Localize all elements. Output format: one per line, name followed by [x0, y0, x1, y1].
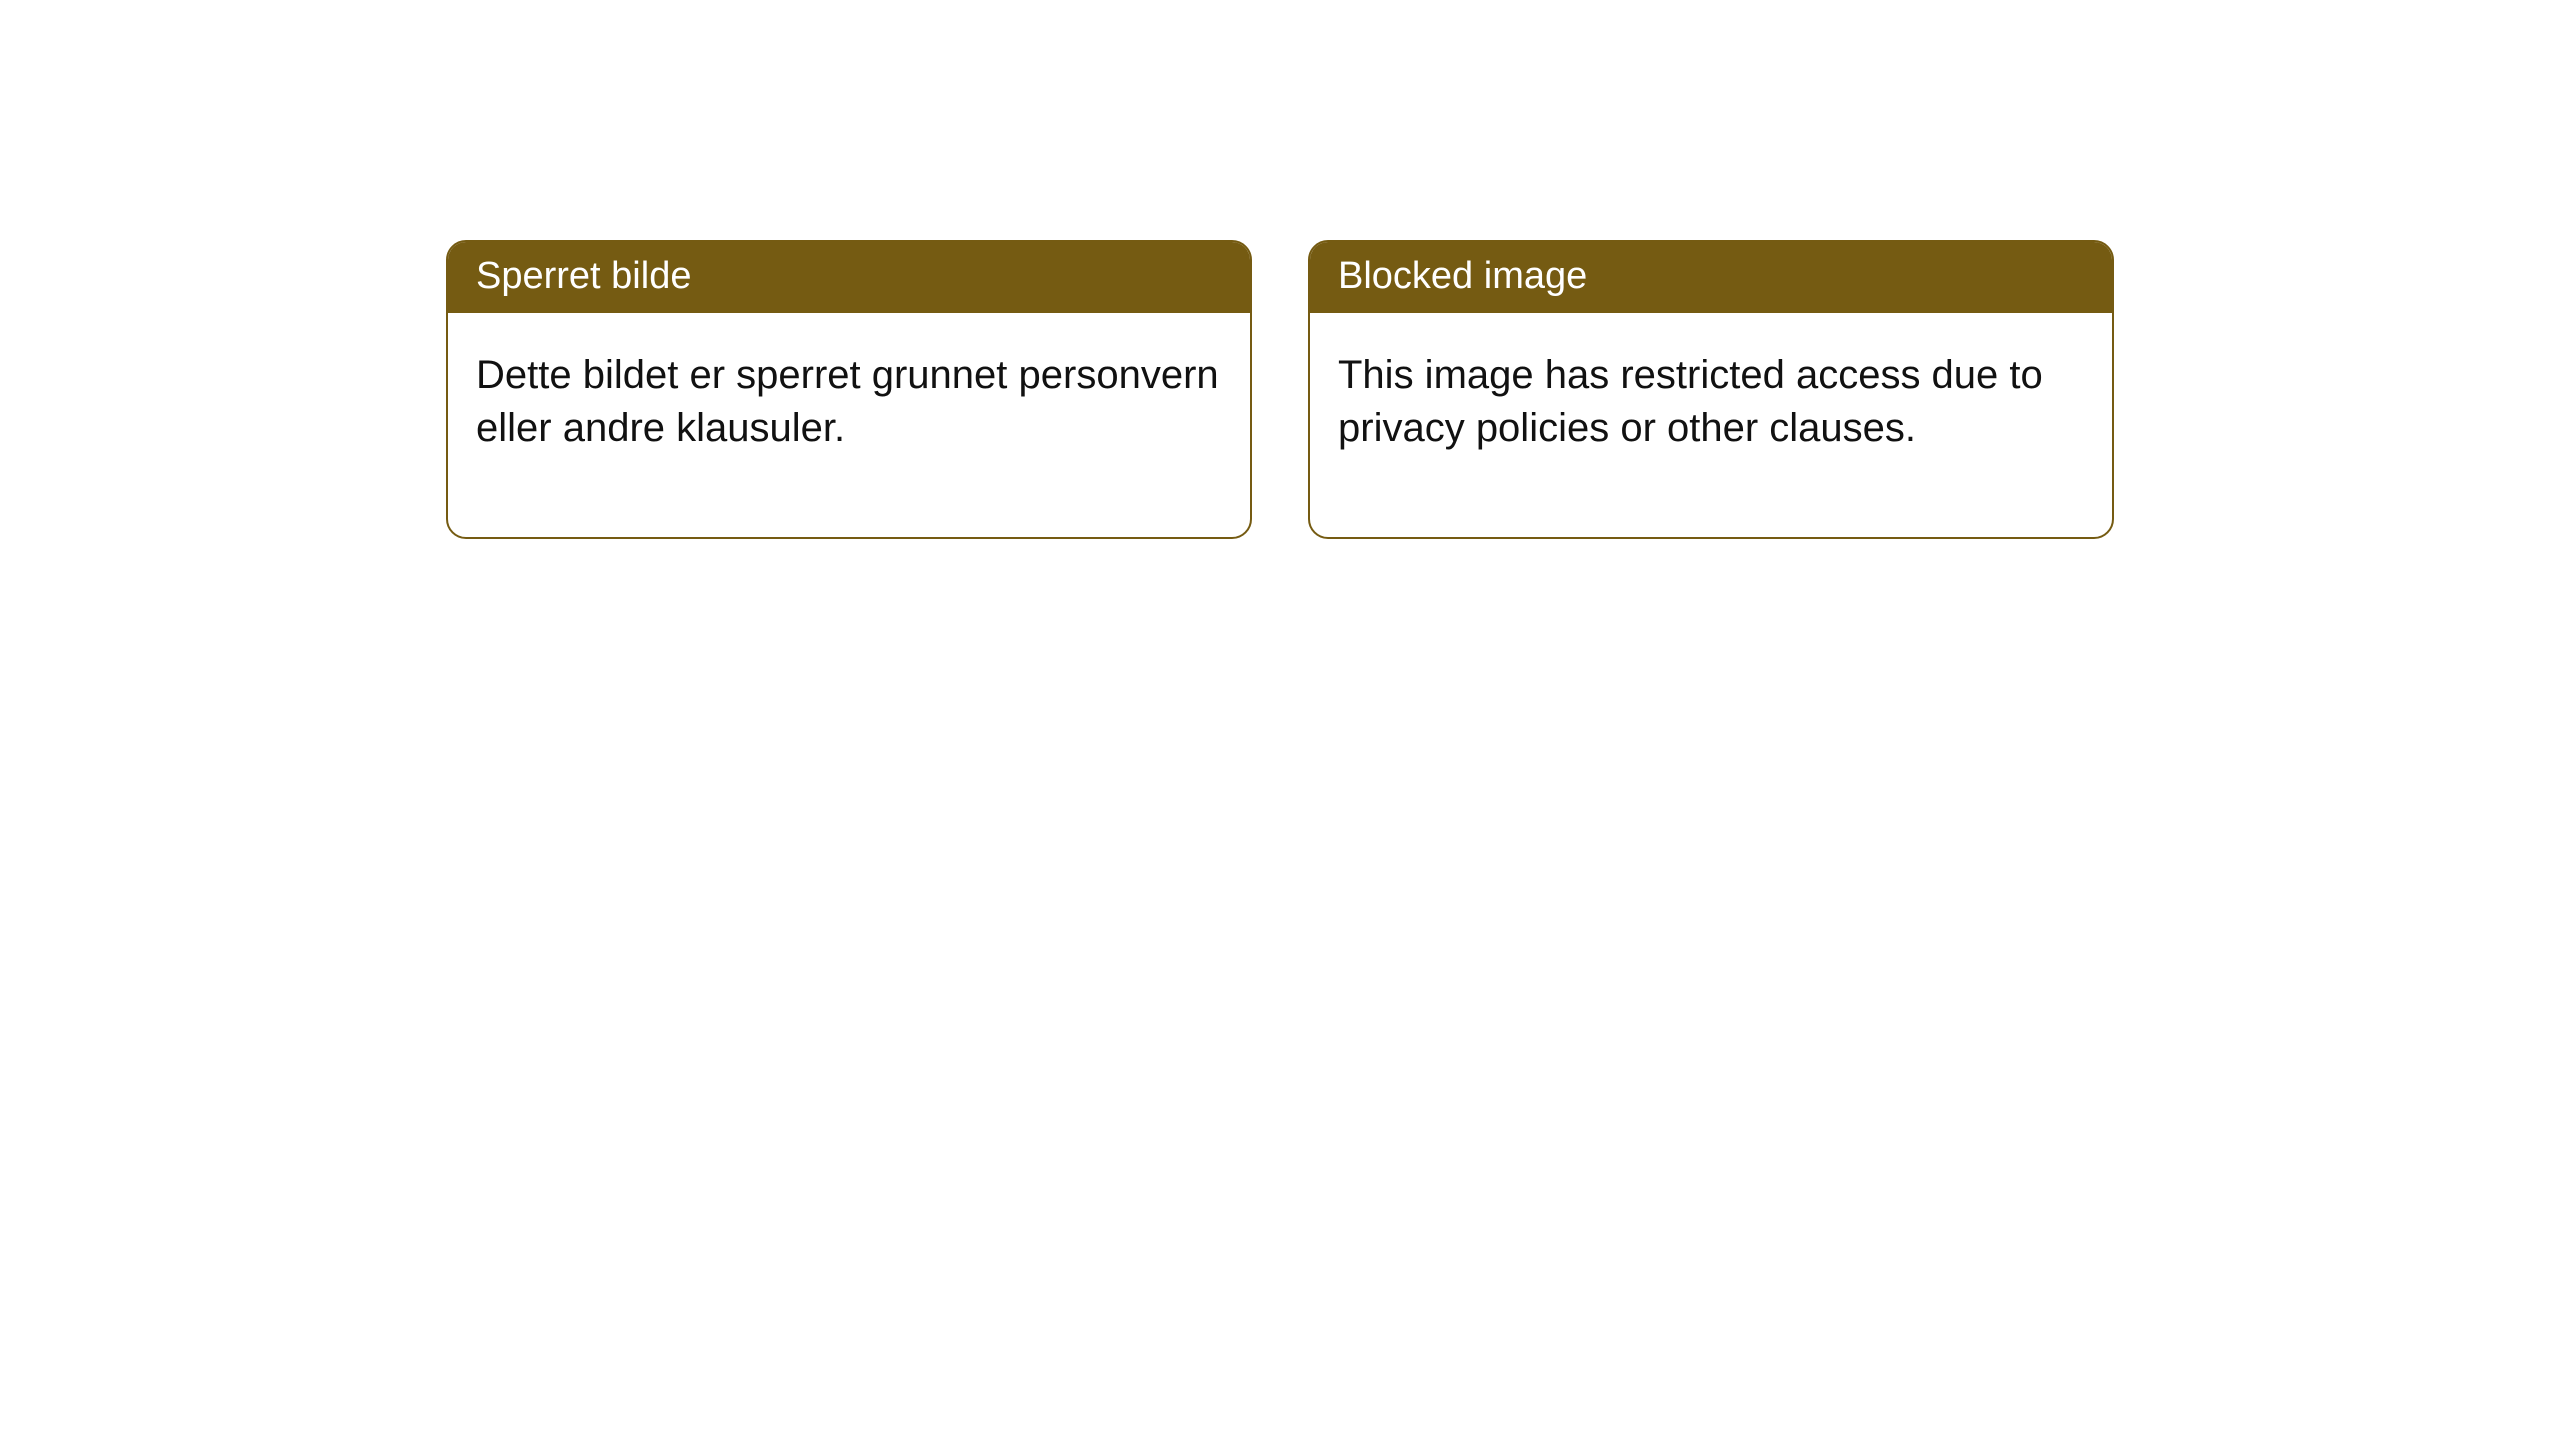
notice-card-no: Sperret bilde Dette bildet er sperret gr… [446, 240, 1252, 539]
notice-body-no: Dette bildet er sperret grunnet personve… [448, 313, 1250, 537]
notice-container: Sperret bilde Dette bildet er sperret gr… [446, 240, 2114, 539]
notice-title-en: Blocked image [1310, 242, 2112, 313]
notice-title-no: Sperret bilde [448, 242, 1250, 313]
notice-body-en: This image has restricted access due to … [1310, 313, 2112, 537]
notice-card-en: Blocked image This image has restricted … [1308, 240, 2114, 539]
